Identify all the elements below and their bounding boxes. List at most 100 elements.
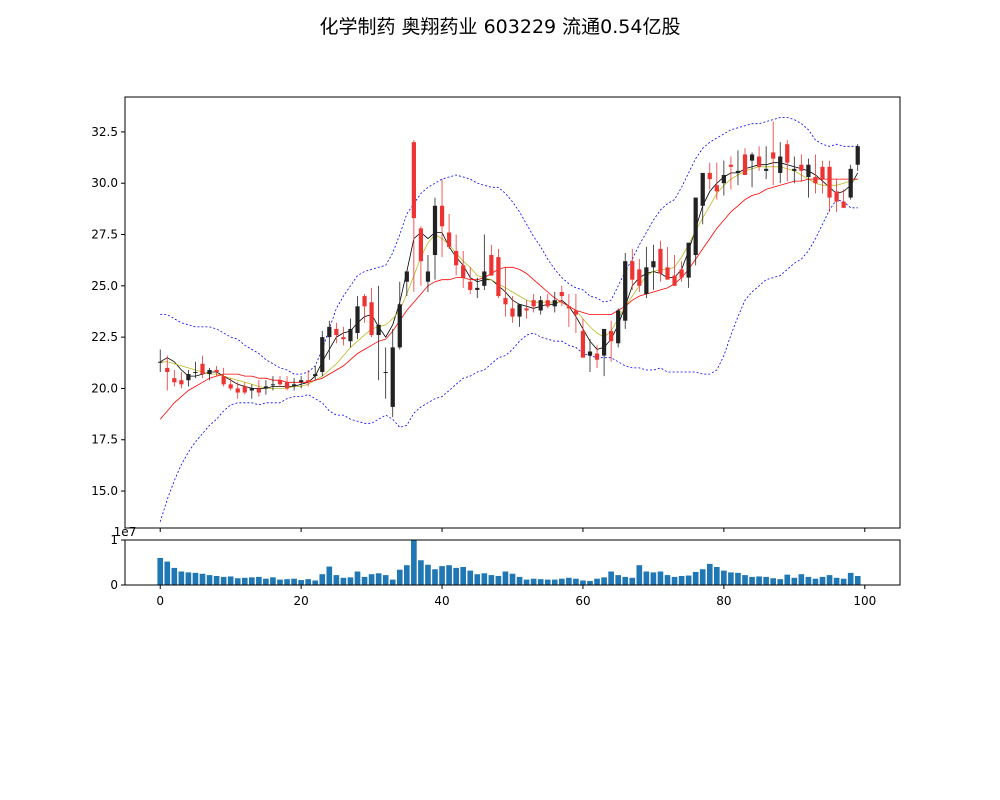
candle-body [503,298,508,305]
price-y-tick-label: 27.5 [91,228,118,242]
candle-body [524,308,529,311]
candle-body [306,380,311,383]
candle [179,372,184,389]
volume-bar [256,576,262,585]
volume-bar [453,567,459,585]
bollinger-lower-line [159,199,858,522]
candle [461,250,466,288]
volume-bar [382,575,389,585]
candle [404,271,409,297]
candle-body [728,164,734,167]
price-y-tick-label: 15.0 [91,484,118,498]
candle-body [165,367,170,373]
volume-bar [537,579,544,585]
candle-body [334,328,339,336]
candle [623,252,628,329]
candle-body [573,310,579,315]
candle [637,259,642,292]
volume-bar [833,577,840,585]
candle [658,240,663,282]
candle [707,162,712,190]
candle-body [277,380,283,385]
candle [355,296,360,340]
volume-bar [706,563,713,585]
candle [284,376,290,391]
candle-body [263,386,269,389]
candle-body [397,304,402,348]
candle-body [848,168,853,198]
candle [742,148,748,175]
volume-y-tick-label: 1 [110,533,118,547]
candle [172,369,177,387]
volume-bar [559,578,565,585]
candle-body [658,248,663,274]
candle [418,226,424,286]
candle-body [284,382,290,389]
candle-body [771,152,776,159]
candle [291,378,297,391]
candle-body [623,261,628,321]
candle [432,197,438,280]
volume-bar [805,576,812,585]
volume-bar [622,576,629,585]
candle-body [341,337,346,340]
volume-bar [234,578,241,585]
candle [454,234,459,276]
candle-body [806,164,811,178]
candle-body [531,300,536,307]
volume-bar [580,580,586,585]
volume-bar [495,576,502,585]
volume-bar [439,566,445,585]
candle [672,255,677,286]
candle [221,367,226,387]
candle-body [425,271,431,282]
candle-body [489,255,494,276]
candle [214,365,219,377]
candle-body [686,242,691,278]
candle-body [545,300,550,307]
candle [193,361,198,379]
candle [489,244,494,276]
candle [559,285,564,307]
candle-body [327,326,332,338]
candle-body [785,144,790,163]
candle [341,326,346,346]
candle [566,294,571,327]
volume-bar [678,576,685,585]
candle [517,304,522,327]
candle [249,384,254,399]
candle-body [841,201,846,208]
candle [446,213,452,249]
candle-body [714,185,719,192]
candle [510,296,515,323]
volume-x-tick-label: 60 [575,594,590,608]
candle [552,291,557,313]
candle-body [235,388,240,393]
volume-bar [199,573,206,585]
candle-body [496,257,501,297]
volume-bar [354,571,361,585]
volume-bar [178,571,185,585]
volume-bar [185,572,192,585]
candle-body [158,361,163,363]
candle [158,349,163,373]
candle [834,179,839,212]
candle-body [439,205,445,227]
candle [186,369,191,387]
volume-bar [728,572,734,585]
candle [439,179,445,258]
volume-bar [847,572,854,585]
candle [334,322,339,344]
candle-body [256,388,261,393]
volume-x-tick-label: 80 [716,594,731,608]
candle [587,339,593,373]
candle-body [721,174,726,184]
candle-body [792,168,797,171]
candle [425,255,431,292]
candle-body [538,300,543,311]
volume-bar [819,576,826,585]
candle [749,152,755,188]
candle-body [200,363,205,375]
